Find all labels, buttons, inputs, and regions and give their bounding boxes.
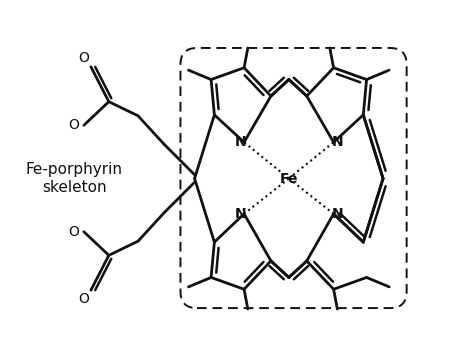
- Text: N: N: [235, 135, 246, 149]
- Text: O: O: [78, 51, 89, 65]
- Text: Fe: Fe: [280, 171, 298, 186]
- Text: O: O: [68, 225, 79, 239]
- Text: N: N: [331, 135, 343, 149]
- Text: O: O: [68, 118, 79, 132]
- Text: N: N: [331, 207, 343, 221]
- Text: N: N: [235, 207, 246, 221]
- Text: Fe-porphyrin
skeleton: Fe-porphyrin skeleton: [26, 162, 123, 195]
- Text: O: O: [78, 292, 89, 306]
